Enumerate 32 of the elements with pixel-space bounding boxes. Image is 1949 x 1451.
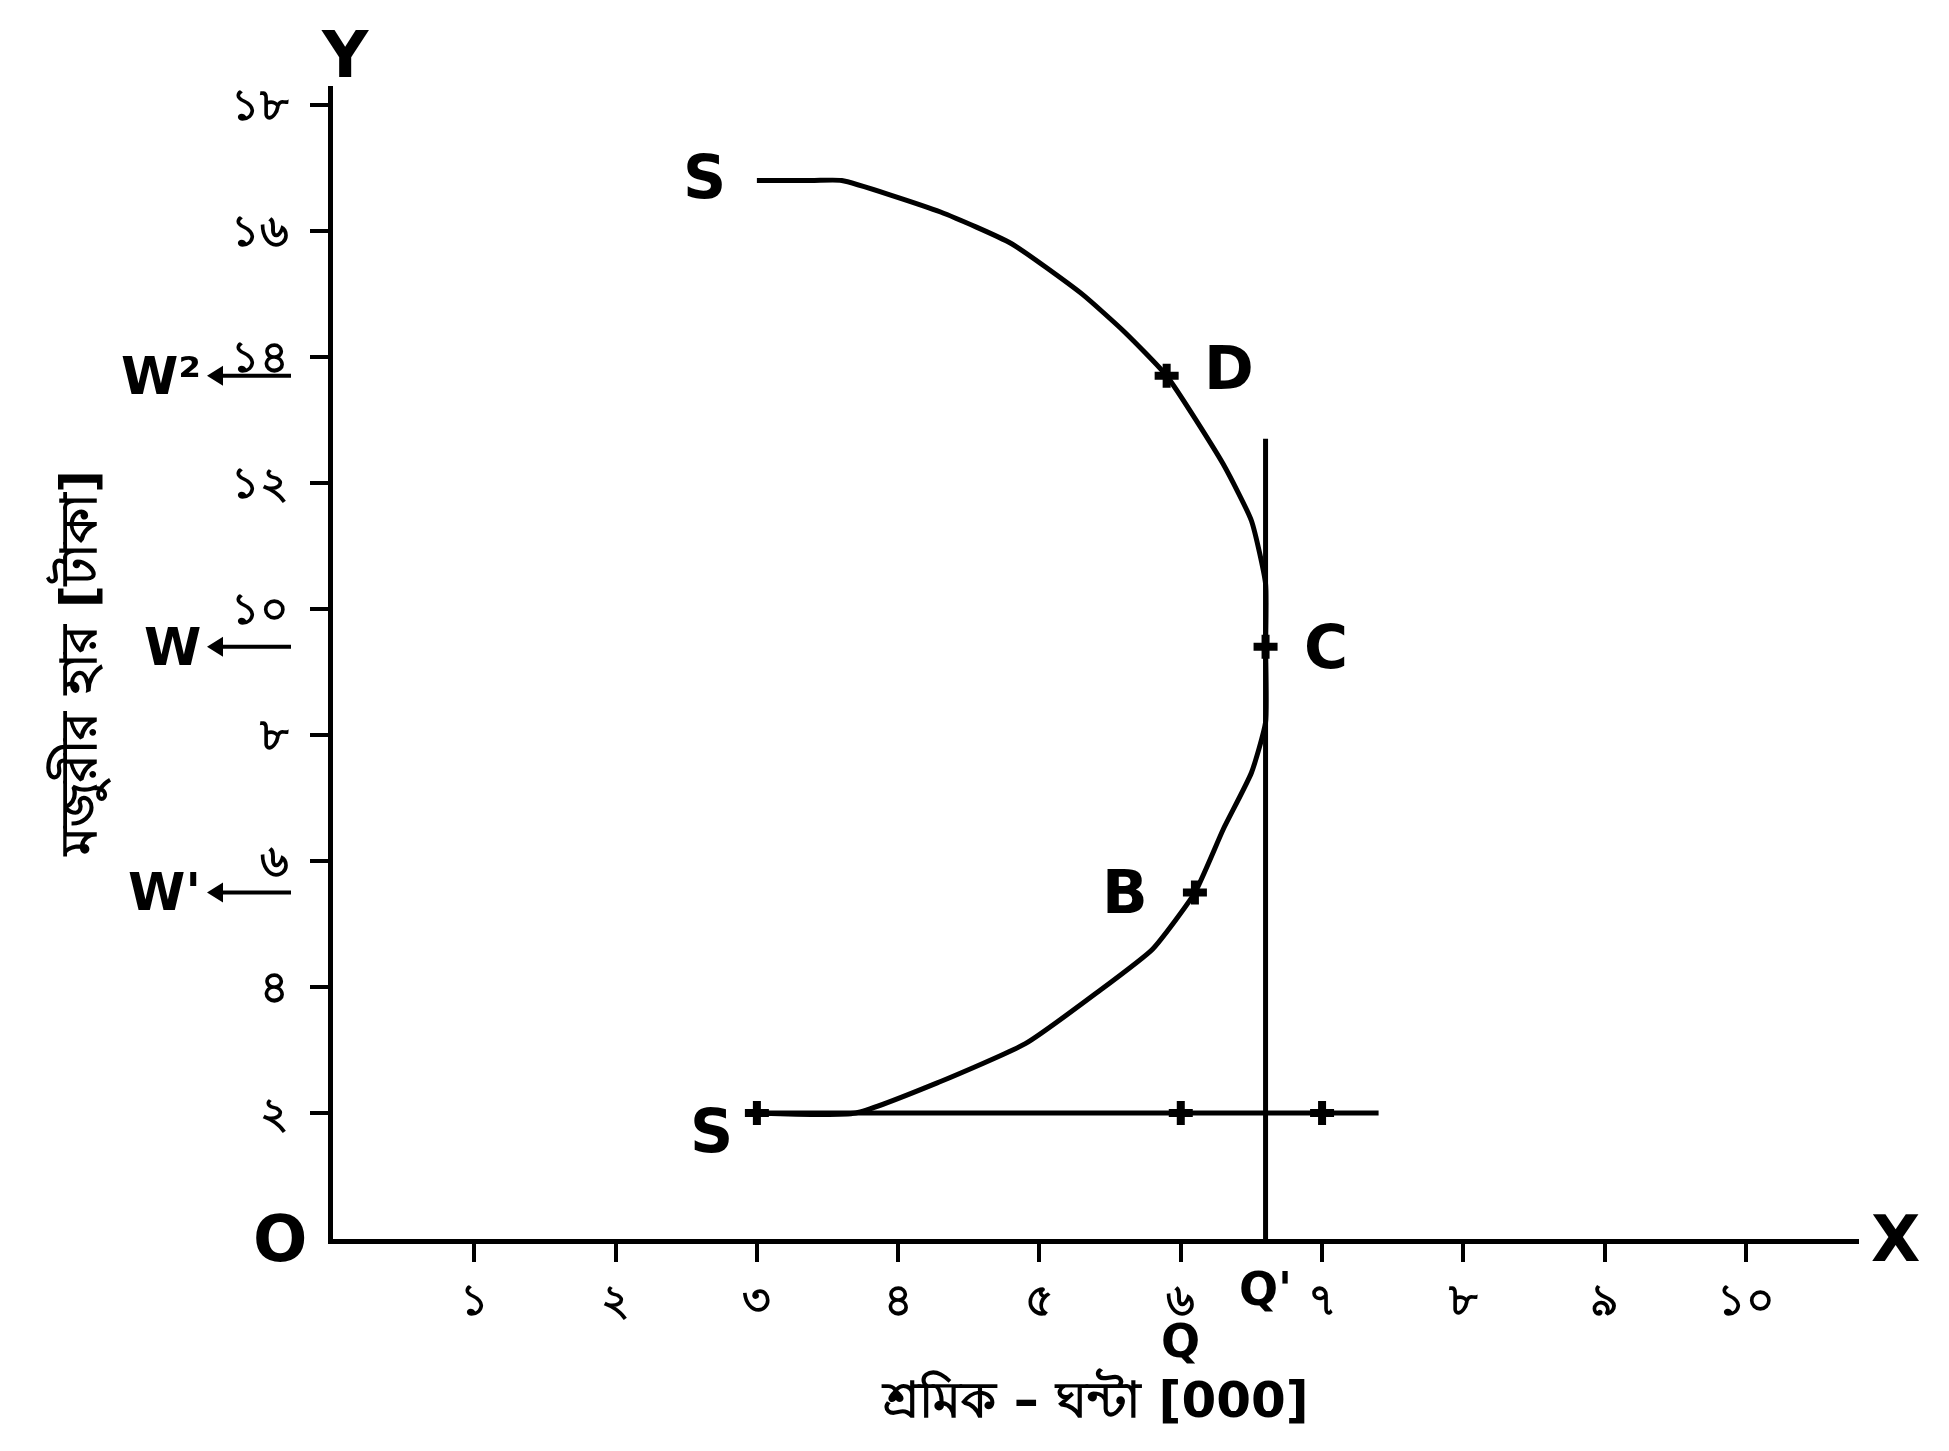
x-tick-label: ৫: [1024, 1273, 1054, 1325]
text: O: [253, 1202, 308, 1276]
y-tick-label: ২: [260, 1087, 290, 1139]
x-tick-label: ১০: [1716, 1273, 1775, 1325]
text: W: [144, 617, 202, 677]
y-tick-label: ৪: [260, 961, 290, 1013]
annotation: Q': [1239, 1262, 1293, 1316]
x-tick-label: ৭: [1307, 1273, 1337, 1325]
y-tick-label: ১৪: [231, 331, 290, 383]
y-tick-label: ৮: [259, 709, 290, 761]
annotation: S: [690, 1096, 734, 1166]
text: W²: [121, 346, 202, 406]
text: W': [128, 862, 202, 922]
annotation: B: [1102, 857, 1148, 927]
x-tick-label: ৮: [1447, 1273, 1478, 1325]
y-tick-label: ১২: [231, 457, 290, 509]
annotation: S: [683, 142, 727, 212]
annotation: D: [1204, 333, 1254, 403]
y-axis-title: মজুরীর হার [টাকা]: [46, 470, 113, 857]
y-tick-label: ১৮: [231, 79, 290, 131]
x-tick-label: ৯: [1590, 1273, 1620, 1325]
y-tick-label: ৬: [260, 835, 290, 887]
x-tick-label: ৪: [883, 1273, 913, 1325]
x-tick-label: ৩: [742, 1273, 772, 1325]
text: X: [1871, 1202, 1921, 1276]
x-tick-label: ২: [601, 1273, 631, 1325]
y-tick-label: ১৬: [231, 205, 290, 257]
x-axis-title: শ্রমিক – ঘন্টা [000]: [881, 1368, 1309, 1430]
y-tick-label: ১০: [231, 583, 290, 635]
annotation: Y: [321, 18, 369, 92]
x-tick-label: ১: [459, 1273, 489, 1325]
annotation: C: [1304, 612, 1349, 682]
